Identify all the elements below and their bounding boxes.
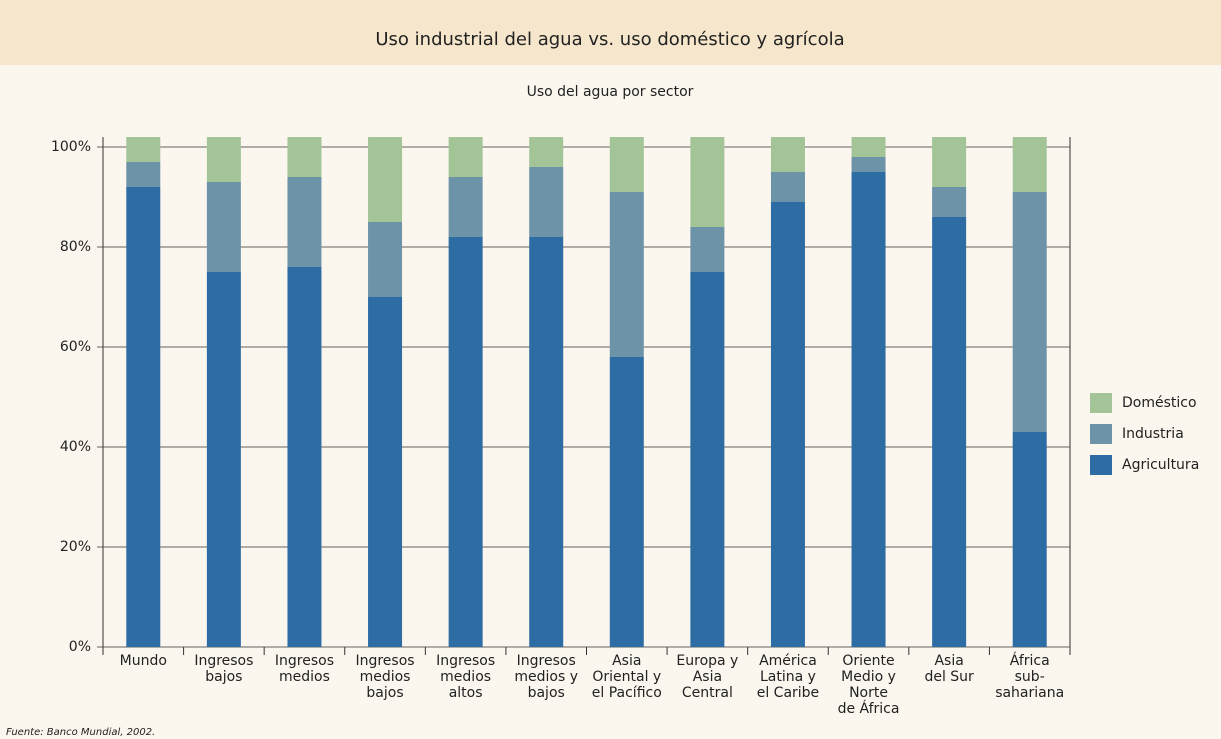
bar-segment xyxy=(851,137,886,157)
chart-title: Uso industrial del agua vs. uso doméstic… xyxy=(375,29,844,50)
bar-segment xyxy=(368,222,403,297)
bar-segment xyxy=(368,137,403,222)
bar-segment xyxy=(690,137,725,227)
bar-segment xyxy=(206,272,241,647)
bar-segment xyxy=(126,187,161,647)
bar-segment xyxy=(448,237,483,647)
y-tick-label: 100% xyxy=(51,139,91,155)
bar-segment xyxy=(609,192,644,357)
bar-segment xyxy=(368,297,403,647)
bar-segment xyxy=(206,137,241,182)
bar-segment xyxy=(287,177,322,267)
x-tick-label: Asia Oriental y el Pacífico xyxy=(591,653,662,701)
legend-swatch xyxy=(1090,424,1112,444)
legend-swatch xyxy=(1090,393,1112,413)
header-band xyxy=(0,0,1221,65)
x-tick-label: Europa y Asia Central xyxy=(676,653,739,701)
x-tick-label: África sub- sahariana xyxy=(995,653,1065,701)
bar-segment xyxy=(690,272,725,647)
x-tick-label: Ingresos medios altos xyxy=(436,653,496,701)
legend-swatch xyxy=(1090,455,1112,475)
x-tick-label: Mundo xyxy=(119,653,167,669)
x-tick-label: Ingresos bajos xyxy=(194,653,254,685)
bar-segment xyxy=(770,172,805,202)
y-tick-label: 60% xyxy=(60,339,91,355)
bar-segment xyxy=(529,167,564,237)
bar-segment xyxy=(287,137,322,177)
bar-segment xyxy=(206,182,241,272)
bar-segment xyxy=(529,137,564,167)
bar-segment xyxy=(287,267,322,647)
legend-label: Agricultura xyxy=(1122,457,1199,473)
bar-segment xyxy=(609,357,644,647)
x-tick-label: Oriente Medio y Norte de África xyxy=(837,653,900,717)
chart-subtitle: Uso del agua por sector xyxy=(527,84,694,100)
bar-segment xyxy=(932,187,967,217)
bar-segment xyxy=(1012,137,1047,192)
x-tick-label: Ingresos medios xyxy=(274,653,334,685)
bar-segment xyxy=(770,137,805,172)
y-tick-label: 80% xyxy=(60,239,91,255)
x-tick-label: América Latina y el Caribe xyxy=(756,653,820,701)
bar-segment xyxy=(770,202,805,647)
source: Fuente: Banco Mundial, 2002. xyxy=(6,727,155,738)
bar-segment xyxy=(1012,432,1047,647)
x-tick-label: Ingresos medios bajos xyxy=(355,653,415,701)
bar-segment xyxy=(851,157,886,172)
bar-segment xyxy=(126,162,161,187)
bar-segment xyxy=(932,217,967,647)
bar-segment xyxy=(1012,192,1047,432)
y-tick-label: 0% xyxy=(69,639,91,655)
bar-segment xyxy=(126,137,161,162)
y-tick-label: 20% xyxy=(60,539,91,555)
legend-label: Industria xyxy=(1122,426,1184,442)
bar-segment xyxy=(529,237,564,647)
bar-segment xyxy=(448,137,483,177)
y-tick-label: 40% xyxy=(60,439,91,455)
x-tick-label: Asia del Sur xyxy=(924,653,974,685)
bar-segment xyxy=(609,137,644,192)
bar-segment xyxy=(448,177,483,237)
legend-label: Doméstico xyxy=(1122,395,1197,411)
bar-segment xyxy=(932,137,967,187)
x-tick-label: Ingresos medios y bajos xyxy=(514,653,579,701)
bar-segment xyxy=(690,227,725,272)
bar-segment xyxy=(851,172,886,647)
